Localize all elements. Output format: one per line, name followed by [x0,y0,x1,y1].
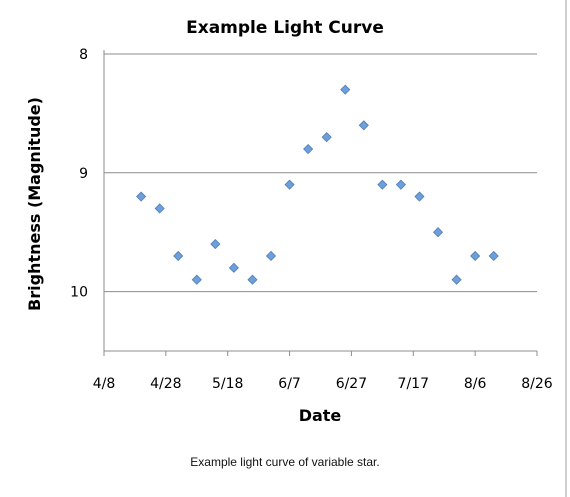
figure-caption: Example light curve of variable star. [190,455,380,469]
chart-title: Example Light Curve [186,18,384,38]
y-tick-labels: 8 9 10 [70,47,88,301]
data-point [432,227,444,238]
x-tick-label: 5/18 [212,376,243,392]
x-axis-label: Date [299,406,342,425]
data-points [136,84,499,285]
data-point [321,132,332,143]
light-curve-chart: Example Light Curve 8 9 10 4/8 4/28 5/18 6/7 6… [25,18,553,425]
data-point [228,262,239,273]
data-point [210,239,221,250]
data-point [265,250,277,262]
data-point [247,274,258,285]
data-point [377,179,388,190]
x-tick-labels: 4/8 4/28 5/18 6/7 6/27 7/17 8/6 8/26 [93,376,553,392]
x-tick-label: 4/8 [93,376,116,392]
data-point [470,250,481,262]
y-axis-label: Brightness (Magnitude) [25,97,44,311]
x-tick-label: 6/27 [336,376,367,392]
axes [103,50,538,356]
data-point [284,179,295,190]
y-tick-label: 10 [70,285,88,301]
panel-border [565,0,567,497]
data-point [191,274,202,285]
x-tick-label: 8/6 [464,376,487,392]
x-tick-label: 4/28 [150,376,181,392]
data-point [154,203,165,214]
data-point [451,274,462,285]
data-point [395,179,406,190]
data-point [414,191,425,202]
x-tick-label: 6/7 [278,376,301,392]
data-point [136,191,147,202]
y-tick-label: 8 [79,47,88,63]
data-point [303,143,314,155]
data-point [488,250,499,262]
gridlines [104,53,537,293]
data-point [173,250,184,262]
data-point [358,120,369,131]
x-tick-label: 8/26 [521,376,553,392]
y-tick-label: 9 [79,166,88,182]
x-tick-label: 7/17 [398,376,429,392]
data-point [340,84,351,95]
